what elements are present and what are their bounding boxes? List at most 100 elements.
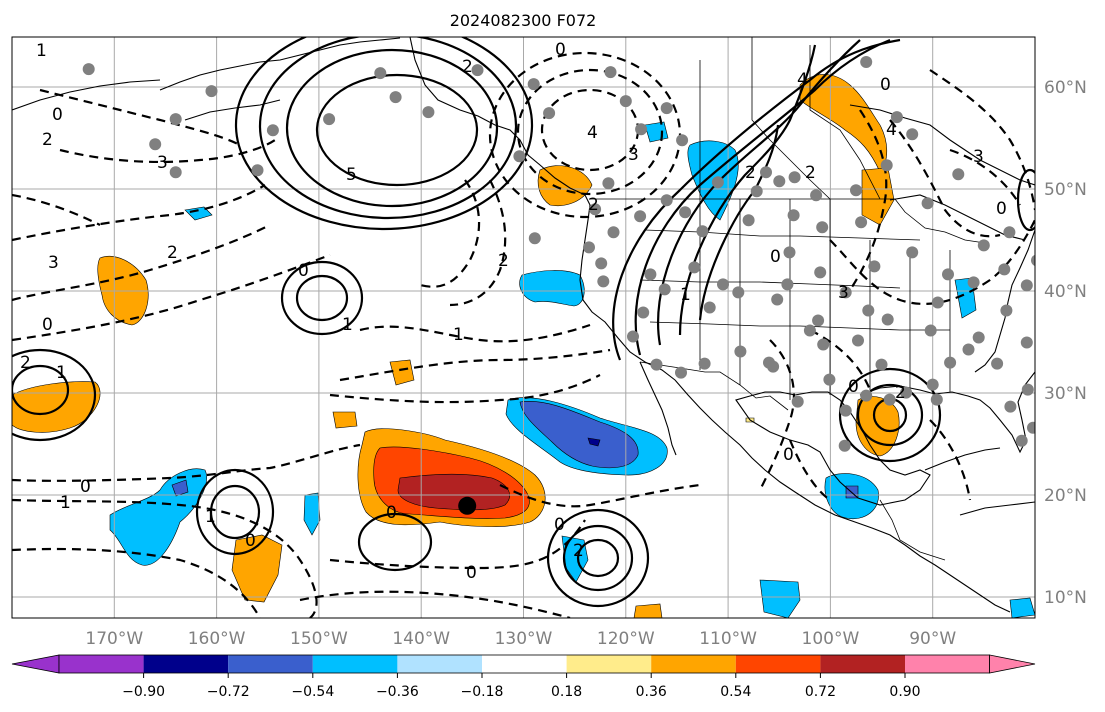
contour-line [656,39,861,346]
colorbar-segment [59,655,144,673]
station-marker [607,226,620,239]
station-marker [760,166,772,179]
negative-anomaly-region [519,270,585,307]
contour-line [634,38,891,356]
station-marker [169,113,182,126]
contour-line [576,538,620,578]
longitude-axis-labels: 170°W 160°W 150°W 140°W 130°W 120°W 110°… [85,629,956,649]
station-marker [732,286,745,299]
contour-line [419,179,481,288]
station-marker [788,171,801,184]
coastline [924,447,1001,471]
station-marker [679,206,692,219]
contour-label: 0 [770,247,781,267]
station-marker [675,366,687,379]
colorbar-ticks [143,673,906,678]
longitude-tick-label: 140°W [392,629,450,649]
contour-line [499,483,701,508]
station-marker [781,278,794,291]
colorbar-tick-label: 0.72 [805,684,836,700]
contour-label: 1 [453,325,464,345]
negative-anomaly-region [171,479,189,497]
contour-line [329,519,586,570]
contour-line [929,419,972,501]
station-marker [942,268,954,281]
station-marker [1004,400,1017,413]
station-marker [862,304,875,317]
latitude-tick-label: 50°N [1044,180,1087,200]
contour-label: 0 [52,105,63,125]
colorbar-tick-label: 0.36 [636,684,667,700]
contour-label: 2 [745,163,756,183]
colorbar-tick-label: −0.90 [122,684,165,700]
station-marker [900,386,913,399]
station-marker [169,166,182,179]
latitude-tick-label: 40°N [1044,282,1087,302]
political-boundaries [590,37,986,561]
station-marker [962,343,975,356]
station-marker [855,216,868,229]
contour-label: 5 [346,165,357,185]
station-marker [1072,302,1084,314]
contour-label: 1 [342,315,353,335]
station-marker [852,334,864,347]
station-marker [604,66,617,79]
longitude-tick-label: 130°W [495,629,553,649]
station-marker [644,268,657,281]
station-marker [82,63,95,76]
contour-label: 2 [42,130,53,150]
station-marker [906,128,919,141]
longitude-tick-label: 150°W [290,629,348,649]
station-marker [374,67,387,80]
colorbar-segment [820,655,905,673]
contour-line [562,524,634,592]
contour-line [838,367,942,463]
station-marker [1020,336,1033,349]
contour-label: 2 [498,251,509,271]
province-border [809,45,881,200]
station-marker [817,338,830,351]
colorbar-tick-label: 0.90 [889,684,920,700]
station-marker [1027,421,1035,434]
station-marker [688,261,701,274]
coastline [159,37,401,91]
station-marker [1050,251,1062,263]
contour-line [12,443,361,482]
positive-anomaly-region [332,411,358,429]
contour-label: 0 [386,503,397,523]
contour-label: 1 [680,285,691,305]
colorbar-segment [566,655,652,673]
station-marker [660,194,673,207]
station-marker [1015,434,1028,447]
contour-line [849,109,888,291]
longitude-tick-label: 110°W [699,629,757,649]
colorbar-segment [482,655,567,673]
contour-line [357,512,433,572]
contour-line [339,348,611,382]
longitude-tick-label: 170°W [85,629,143,649]
contour-label: 0 [554,515,565,535]
colorbar-tick-label: −0.72 [207,684,250,700]
colorbar-segment [143,655,229,673]
station-marker [860,56,873,68]
contour-line [546,508,650,608]
station-marker [422,106,435,119]
contour-label: 1 [60,493,71,513]
station-marker [839,404,852,417]
station-marker [791,395,804,408]
station-marker [323,113,336,126]
positive-anomaly-region [12,381,101,433]
latitude-tick-label: 60°N [1044,78,1087,98]
station-marker [763,356,775,369]
contour-line [449,179,507,307]
contour-label: 2 [20,353,31,373]
contour-label: 2 [573,541,584,561]
station-marker [703,301,716,314]
contour-line [209,484,261,540]
positive-anomaly-region [799,74,888,173]
state-border [649,321,950,331]
station-marker [528,232,541,245]
station-marker [812,314,825,327]
positive-anomaly-region [389,359,415,386]
station-marker [814,266,827,279]
